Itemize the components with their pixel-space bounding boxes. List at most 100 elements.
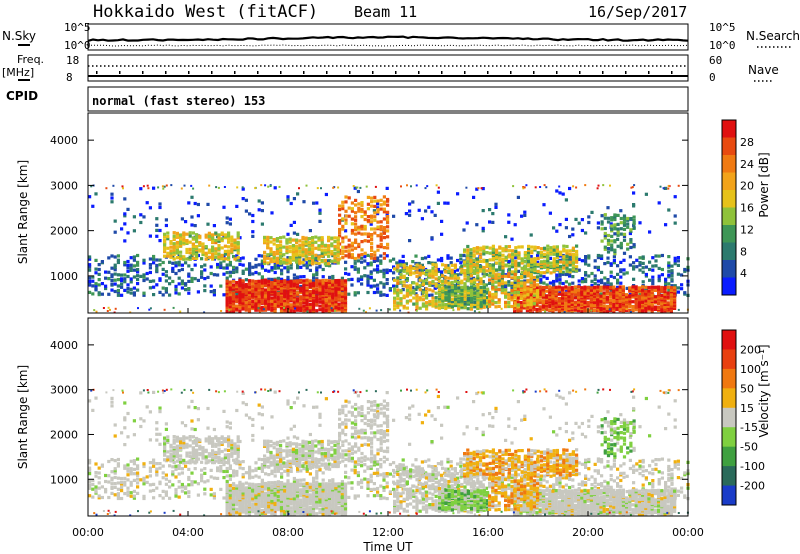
power-cell	[382, 252, 386, 256]
power-cell	[494, 285, 498, 289]
power-cell	[613, 223, 617, 227]
power-cell	[201, 252, 205, 257]
power-cell	[568, 268, 572, 272]
power-cell	[438, 288, 442, 292]
power-cell	[376, 248, 380, 252]
power-cell	[469, 269, 473, 273]
power-cell	[142, 278, 146, 283]
power-cell	[644, 288, 648, 292]
power-cell	[188, 255, 192, 259]
power-cell	[529, 276, 533, 280]
power-cell	[191, 251, 195, 255]
power-cell	[289, 289, 293, 293]
power-cell	[552, 279, 556, 284]
power-cell	[596, 302, 600, 306]
power-cell	[634, 294, 638, 298]
power-cell	[409, 284, 413, 288]
power-cell	[179, 254, 183, 258]
power-cell	[527, 248, 531, 252]
power-cell	[257, 282, 261, 286]
power-cell	[304, 248, 308, 252]
power-cell	[510, 304, 514, 309]
power-cell	[421, 298, 425, 302]
power-cell	[286, 277, 290, 282]
power-cell	[491, 244, 495, 248]
power-cell	[254, 286, 258, 290]
power-cell	[396, 276, 400, 280]
range-tick-label: 2000	[50, 225, 78, 238]
power-cell	[653, 295, 657, 299]
power-cell	[190, 215, 194, 219]
velocity-cell	[171, 483, 175, 487]
power-cell	[551, 307, 555, 311]
power-cell	[667, 208, 671, 212]
power-cell	[267, 295, 271, 299]
power-cell	[147, 187, 150, 190]
power-cell	[523, 269, 527, 273]
power-cell	[279, 286, 284, 290]
power-cell	[459, 253, 463, 257]
power-cell	[469, 264, 473, 268]
power-cell	[405, 306, 409, 310]
power-cell	[568, 274, 572, 278]
power-cell	[466, 248, 470, 252]
velocity-cell	[177, 495, 181, 499]
power-cell	[513, 223, 517, 227]
power-cell	[512, 308, 515, 311]
colorbar-tick-label: 4	[740, 267, 747, 280]
power-cell	[612, 275, 616, 280]
power-cell	[308, 304, 312, 308]
power-cell	[327, 262, 331, 266]
velocity-cell	[113, 485, 117, 489]
power-cell	[473, 310, 476, 313]
power-cell	[327, 291, 332, 295]
power-cell	[558, 281, 562, 285]
velocity-cell	[219, 467, 223, 472]
velocity-cell	[187, 475, 191, 480]
velocity-cell	[228, 474, 232, 478]
power-cell	[163, 241, 167, 245]
power-cell	[370, 214, 374, 218]
power-cell	[228, 260, 232, 265]
power-cell	[244, 284, 248, 288]
power-cell	[603, 245, 607, 249]
power-cell	[260, 266, 264, 270]
power-cell	[516, 276, 520, 280]
power-cell	[621, 285, 625, 289]
power-cell	[586, 300, 590, 305]
power-cell	[251, 265, 255, 269]
power-cell	[251, 279, 255, 283]
freq-mark	[487, 71, 489, 74]
power-cell	[113, 219, 117, 223]
power-cell	[465, 221, 469, 225]
power-cell	[415, 299, 419, 303]
power-cell	[148, 263, 152, 267]
velocity-cell	[225, 474, 229, 478]
power-cell	[336, 247, 340, 251]
power-cell	[376, 256, 380, 260]
power-cell	[233, 240, 237, 244]
power-cell	[204, 257, 208, 261]
power-cell	[564, 285, 568, 289]
power-cell	[352, 185, 355, 187]
power-cell	[241, 197, 245, 201]
power-cell	[257, 254, 261, 258]
power-cell	[633, 184, 636, 187]
power-cell	[632, 226, 636, 230]
power-cell	[123, 288, 127, 292]
power-cell	[653, 288, 657, 292]
power-cell	[459, 261, 463, 265]
power-cell	[311, 236, 315, 240]
power-cell	[497, 278, 501, 282]
velocity-cell	[145, 480, 149, 484]
velocity-cell	[110, 476, 114, 480]
power-cell	[650, 307, 654, 311]
power-cell	[171, 266, 175, 270]
power-cell	[589, 288, 593, 292]
power-cell	[622, 232, 627, 236]
power-cell	[136, 270, 140, 274]
power-cell	[399, 269, 403, 273]
power-cell	[548, 298, 552, 302]
power-cell	[412, 291, 416, 295]
velocity-cell	[88, 485, 92, 489]
